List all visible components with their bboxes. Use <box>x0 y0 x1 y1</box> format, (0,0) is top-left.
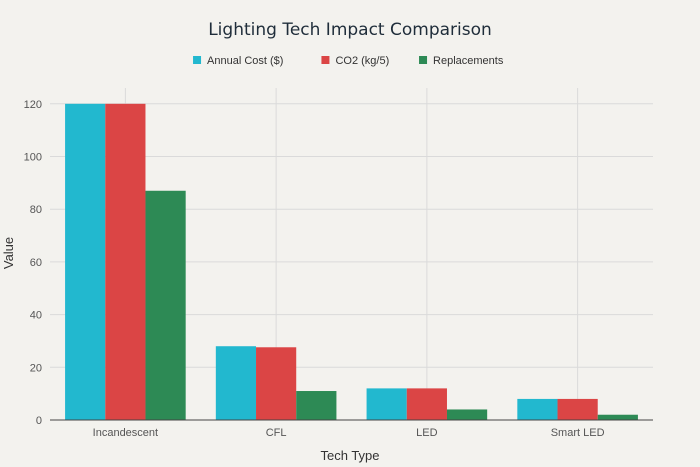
x-tick-label: LED <box>416 427 437 439</box>
x-tick-label: CFL <box>266 427 287 439</box>
y-tick-label: 100 <box>24 152 42 164</box>
x-axis-title: Tech Type <box>320 448 379 463</box>
legend-swatch-annual-cost <box>193 56 202 64</box>
y-tick-label: 0 <box>36 415 42 427</box>
bar-replacements-incandescent[interactable]: Replacements — Incandescent: 87 <box>145 190 186 420</box>
y-axis-ticks: 0 20 40 60 80 100 120 <box>24 99 42 427</box>
legend-label-replacements: Replacements <box>433 55 504 67</box>
x-tick-label: Smart LED <box>551 427 605 439</box>
bar-replacements-cfl[interactable]: Replacements — CFL: 11 <box>296 391 337 420</box>
bar-replacements-smart-led[interactable]: Replacements — Smart LED: 2 <box>597 414 638 420</box>
bar-annual-cost-led[interactable]: Annual Cost ($) — LED: 12 <box>366 388 407 420</box>
bar-co2-kg-5-incandescent[interactable]: CO2 (kg/5) — Incandescent: 120 <box>105 103 146 421</box>
bars: Annual Cost ($) — Incandescent: 120CO2 (… <box>65 103 638 421</box>
y-axis-title: Value <box>1 237 16 269</box>
legend-label-annual-cost: Annual Cost ($) <box>207 55 283 67</box>
legend-label-co2-kg-5: CO2 (kg/5) <box>335 55 389 67</box>
x-tick-label: Incandescent <box>93 427 158 439</box>
bar-co2-kg-5-cfl[interactable]: CO2 (kg/5) — CFL: 27.6 <box>256 347 297 420</box>
y-tick-label: 20 <box>30 362 42 374</box>
y-tick-label: 60 <box>30 257 42 269</box>
bar-annual-cost-cfl[interactable]: Annual Cost ($) — CFL: 28 <box>215 346 257 420</box>
x-axis-ticks: Incandescent CFL LED Smart LED <box>93 427 605 439</box>
legend-swatch-replacements <box>419 56 428 64</box>
bar-co2-kg-5-smart-led[interactable]: CO2 (kg/5) — Smart LED: 8 <box>557 398 598 420</box>
legend-swatch-co2-kg-5 <box>321 56 330 64</box>
y-tick-label: 40 <box>30 310 42 322</box>
bar-replacements-led[interactable]: Replacements — LED: 4 <box>446 409 488 420</box>
chart-title: Lighting Tech Impact Comparison <box>208 20 492 40</box>
bar-co2-kg-5-led[interactable]: CO2 (kg/5) — LED: 12 <box>406 388 447 420</box>
y-tick-label: 80 <box>30 204 42 216</box>
y-tick-label: 120 <box>24 99 42 111</box>
bar-annual-cost-smart-led[interactable]: Annual Cost ($) — Smart LED: 8 <box>517 398 558 420</box>
bar-annual-cost-incandescent[interactable]: Annual Cost ($) — Incandescent: 120 <box>65 103 106 421</box>
legend: Annual Cost ($) CO2 (kg/5) Replacements <box>193 55 504 67</box>
